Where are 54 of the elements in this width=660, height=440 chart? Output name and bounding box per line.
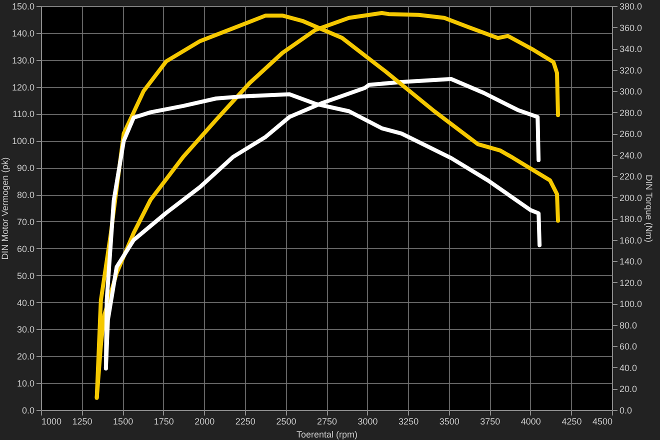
- y-tick-label: 40.0: [16, 298, 34, 308]
- y2-tick-label: 240.0: [620, 150, 642, 160]
- y2-tick-label: 220.0: [620, 172, 642, 182]
- y2-tick-label: 260.0: [620, 129, 642, 140]
- y2-tick-label: 0.0: [620, 406, 632, 416]
- x-tick-label: 4000: [520, 416, 541, 426]
- y2-tick-label: 200.0: [620, 192, 642, 203]
- x-tick-label: 1750: [154, 416, 174, 426]
- y2-tick-label: 160.0: [620, 235, 642, 246]
- y2-tick-label: 280.0: [620, 108, 642, 118]
- y2-tick-label: 300.0: [620, 86, 642, 97]
- x-tick-label: 1500: [113, 416, 134, 426]
- y2-tick-label: 380.0: [620, 2, 642, 12]
- y2-tick-label: 180.0: [620, 214, 642, 224]
- y-tick-label: 110.0: [12, 109, 34, 120]
- y2-tick-label: 320.0: [620, 65, 642, 76]
- x-tick-label: 1250: [72, 416, 92, 426]
- y-tick-label: 120.0: [12, 82, 34, 92]
- y2-tick-label: 80.0: [620, 320, 638, 330]
- y-tick-label: 50.0: [16, 270, 34, 281]
- x-tick-label: 2750: [316, 416, 338, 426]
- x-tick-label: 3750: [480, 416, 500, 426]
- y-tick-label: 60.0: [16, 244, 34, 254]
- x-tick-label: 4500: [592, 416, 612, 426]
- x-tick-label: 4250: [562, 416, 582, 426]
- y-tick-label: 20.0: [16, 352, 34, 362]
- y2-tick-label: 360.0: [620, 22, 642, 33]
- y-tick-label: 140.0: [12, 28, 34, 38]
- y-tick-label: 30.0: [16, 324, 34, 335]
- y-tick-label: 150.0: [12, 2, 34, 12]
- y-tick-label: 100.0: [12, 136, 34, 146]
- y2-axis-title: DIN Torque (Nm): [644, 174, 654, 242]
- y-tick-label: 80.0: [16, 190, 34, 200]
- x-axis-title: Toerental (rpm): [296, 430, 358, 440]
- y-tick-label: 70.0: [16, 216, 34, 227]
- y2-tick-label: 60.0: [620, 342, 638, 352]
- y-tick-label: 130.0: [12, 55, 34, 66]
- y2-tick-label: 340.0: [620, 44, 642, 54]
- x-tick-label: 3500: [439, 416, 460, 426]
- x-tick-label: 3250: [398, 416, 419, 426]
- x-tick-label: 1000: [42, 416, 62, 426]
- x-tick-label: 2500: [276, 416, 296, 426]
- y2-tick-label: 40.0: [620, 362, 638, 373]
- x-tick-label: 2000: [194, 416, 215, 426]
- y2-tick-label: 120.0: [620, 278, 642, 288]
- y-tick-label: 0.0: [22, 406, 34, 416]
- y-axis-title: DIN Motor Vermogen (pk): [0, 157, 10, 260]
- y2-tick-label: 100.0: [620, 299, 642, 310]
- x-tick-label: 3000: [358, 416, 378, 426]
- y-tick-label: 10.0: [16, 378, 34, 389]
- y2-tick-label: 140.0: [620, 256, 642, 267]
- y2-tick-label: 20.0: [620, 384, 638, 394]
- x-tick-label: 2250: [235, 416, 256, 426]
- y-tick-label: 90.0: [16, 163, 34, 174]
